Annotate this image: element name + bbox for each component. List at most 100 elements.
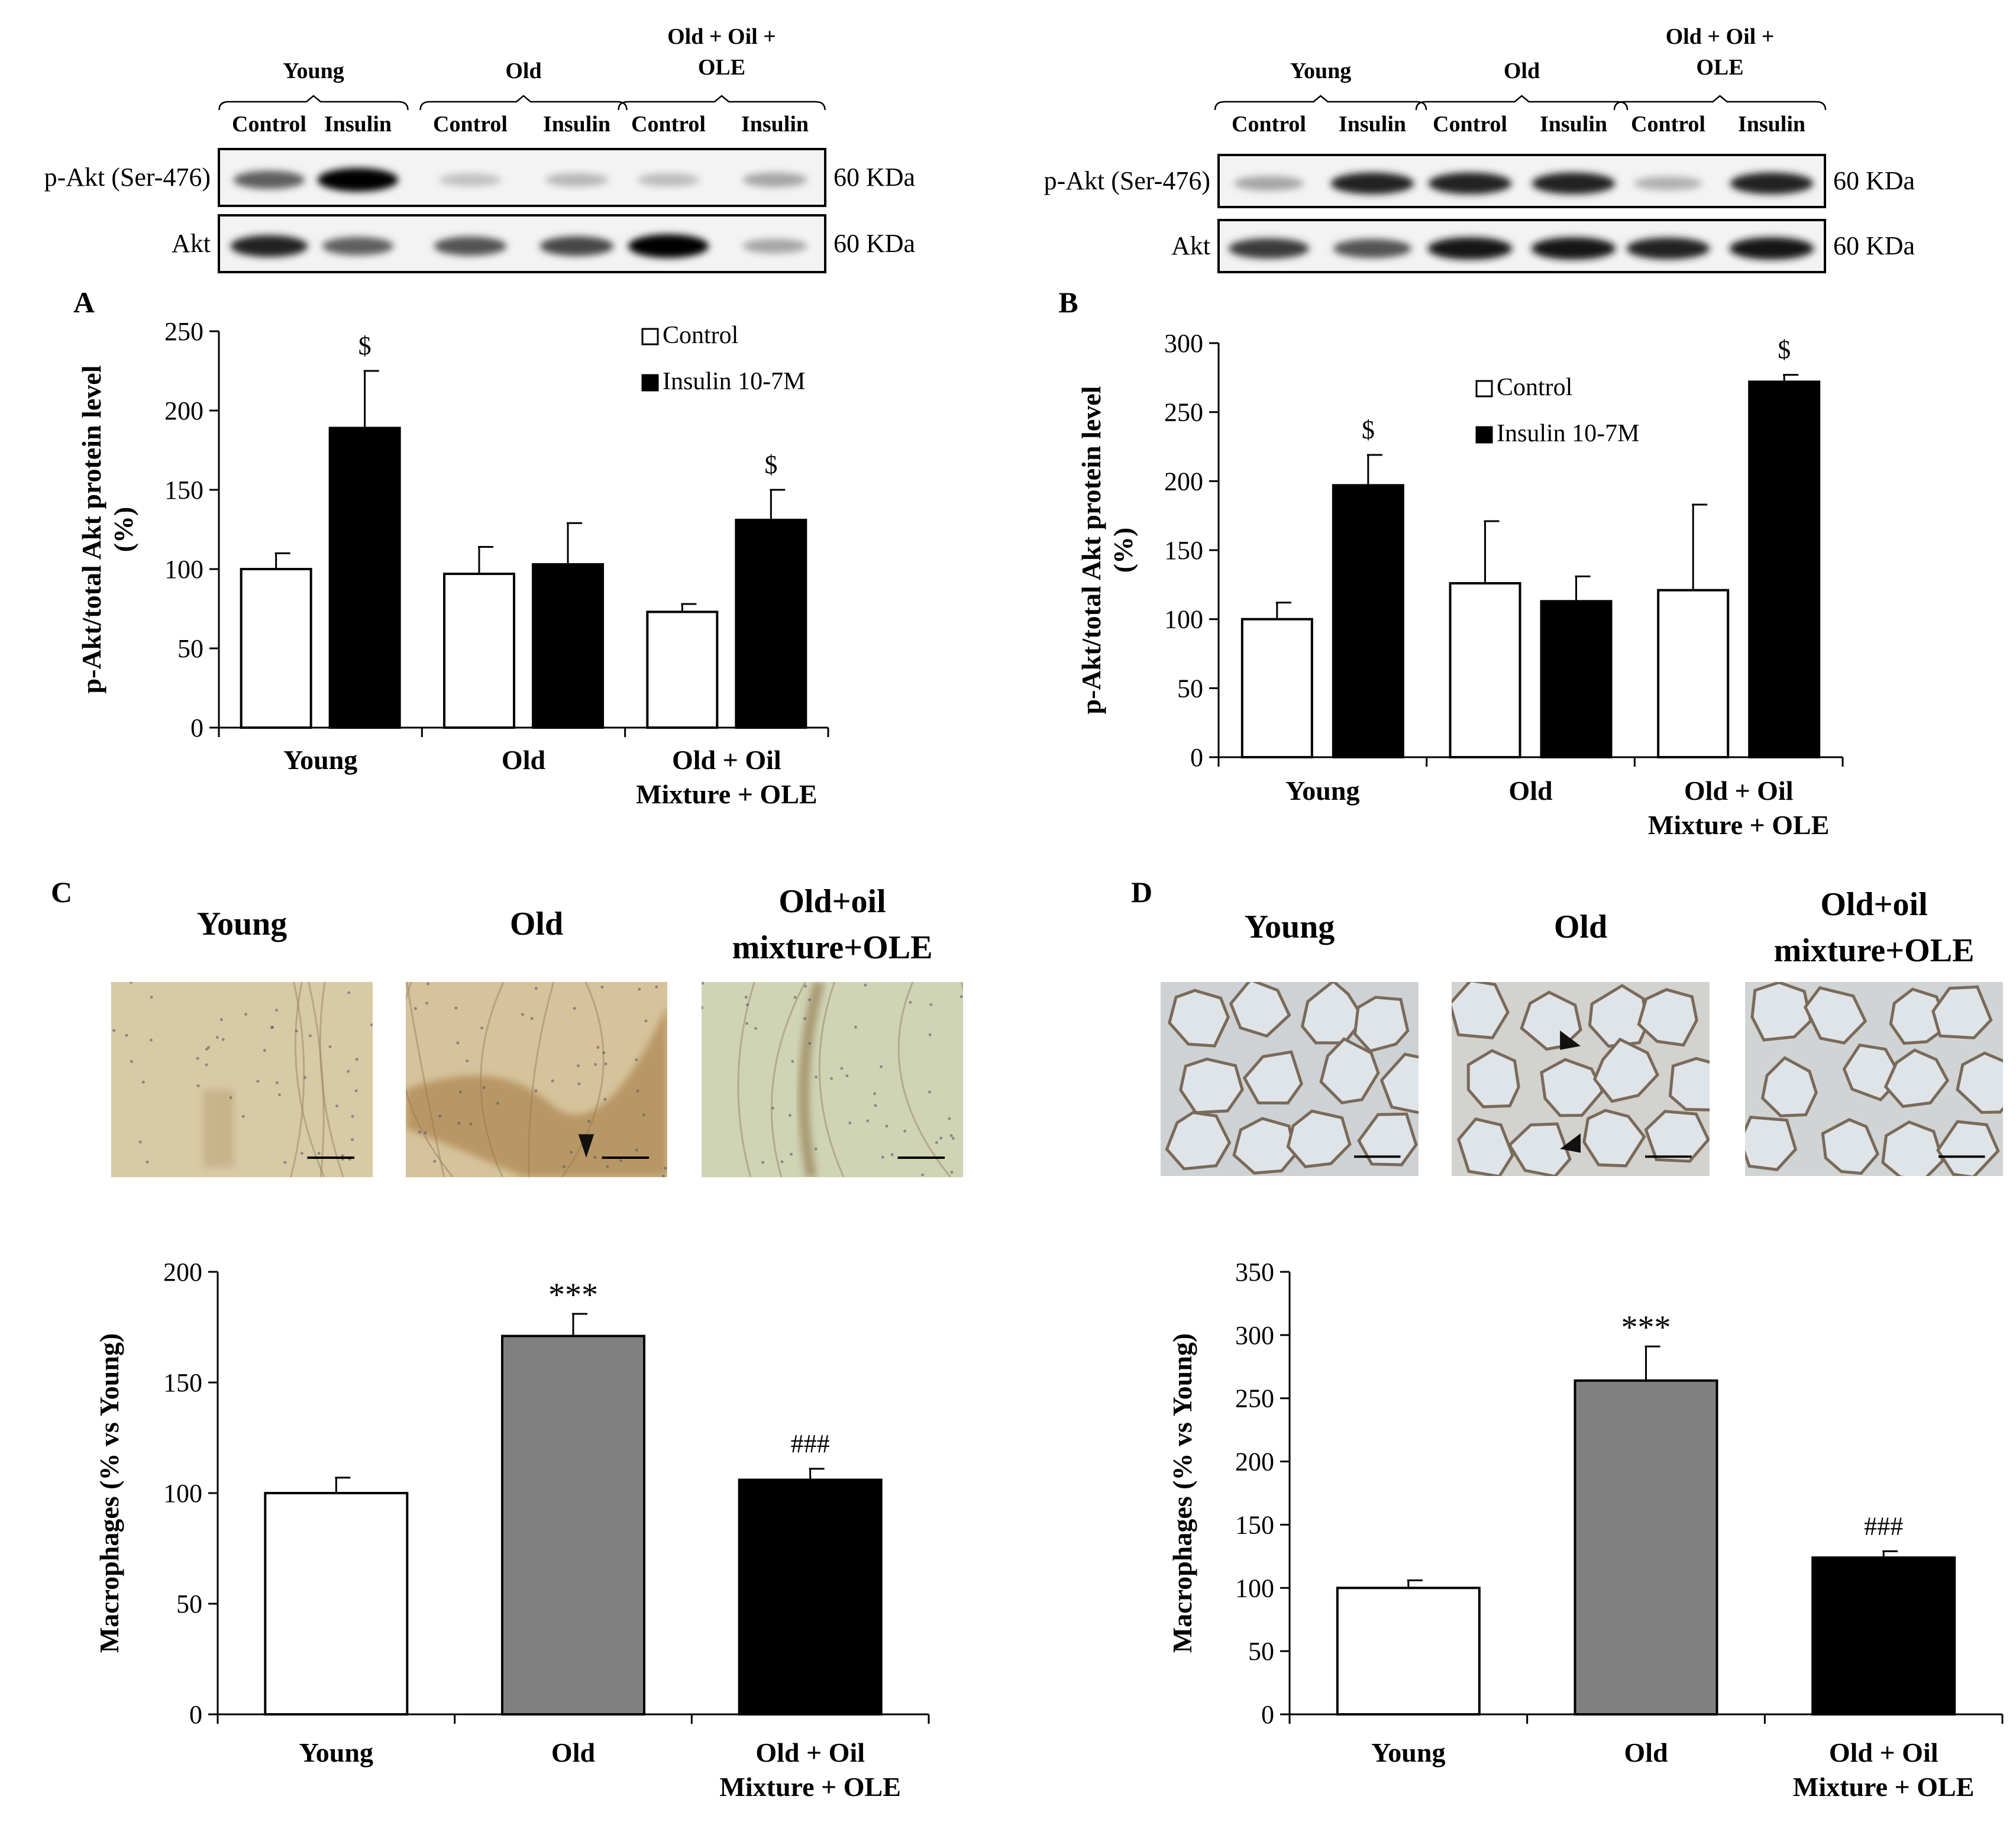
blot-band xyxy=(439,173,502,186)
micrograph-title: Old+oil mixture+OLE xyxy=(732,883,933,966)
blot-band xyxy=(742,172,807,188)
legend-swatch xyxy=(1475,426,1493,444)
panel-letter: A xyxy=(73,286,95,319)
blot-band xyxy=(1626,237,1710,260)
y-tick-label: 0 xyxy=(1261,1700,1274,1729)
significance-label: ### xyxy=(791,1429,830,1458)
blot-band xyxy=(1729,237,1814,260)
adipocyte-cell xyxy=(1582,1109,1646,1168)
y-tick-label: 50 xyxy=(177,634,203,663)
micrograph-title: Old xyxy=(1554,909,1607,945)
blot-band xyxy=(545,173,609,187)
micrograph-title: Old+oil mixture+OLE xyxy=(1774,886,1975,969)
adipocyte-cell xyxy=(1668,1057,1710,1112)
blot-group-label: Old xyxy=(505,59,541,83)
adipocyte-cell xyxy=(1745,1115,1798,1171)
stained-region xyxy=(202,1089,234,1168)
blot-group-brace xyxy=(1214,95,1427,111)
adipocyte-cell xyxy=(1750,982,1813,1042)
x-tick-label: Young xyxy=(1371,1737,1445,1768)
blot-kda-label: 60 KDa xyxy=(833,163,915,192)
y-tick-label: 350 xyxy=(1235,1258,1274,1287)
stained-region xyxy=(798,982,825,1177)
micrograph-title: Young xyxy=(1245,909,1335,945)
blot-group-brace xyxy=(1613,95,1827,111)
blot-panel-A: Young Control Insulin Old Control Insulin Old … xyxy=(44,24,915,273)
adipocyte-cell xyxy=(1466,1049,1520,1109)
blot-condition-label: Insulin xyxy=(741,112,809,137)
blot-group-brace xyxy=(618,95,826,111)
bar xyxy=(1332,484,1404,758)
blot-condition-label: Control xyxy=(1631,112,1705,137)
blot-row-label: p-Akt (Ser-476) xyxy=(1044,166,1210,195)
blot-band xyxy=(317,168,399,192)
blot-kda-label: 60 KDa xyxy=(1833,231,1915,260)
chart-B: 0 50 100 150 200 250 300 Young Old Old + Oil Mixtu… xyxy=(1076,329,1844,840)
x-tick-label: Old xyxy=(1508,776,1553,806)
micrograph-background xyxy=(111,982,373,1177)
y-tick-label: 0 xyxy=(190,713,203,742)
y-tick-label: 100 xyxy=(1164,605,1203,634)
blot-condition-label: Control xyxy=(1232,112,1306,137)
y-axis-label: Macrophages (% vs Young) xyxy=(94,1333,124,1653)
stained-region xyxy=(406,1005,667,1177)
adipocyte-cell xyxy=(1242,1050,1304,1105)
blot-band xyxy=(1234,176,1304,191)
bar xyxy=(1748,380,1821,758)
y-tick-label: 100 xyxy=(163,1479,202,1508)
blot-band xyxy=(1531,237,1616,260)
y-axis-label: p-Akt/total Akt protein level(%) xyxy=(76,366,138,694)
micrograph-title: Old xyxy=(510,906,563,942)
adipocyte-cell xyxy=(1760,1056,1818,1117)
adipocyte-cell xyxy=(1357,1112,1418,1167)
blot-condition-label: Control xyxy=(631,112,706,137)
chart-A: 0 50 100 150 200 250 Young Old Old + Oil Mixture … xyxy=(76,317,829,809)
adipocyte-cell xyxy=(1168,988,1230,1048)
blot-group-label: Young xyxy=(1290,59,1352,83)
blot-condition-label: Insulin xyxy=(543,112,610,137)
blot-band xyxy=(1228,238,1310,259)
bar xyxy=(532,563,604,729)
x-tick-label: Old + Oil Mixture + OLE xyxy=(1648,776,1829,840)
legend-swatch xyxy=(641,328,659,345)
blot-band xyxy=(1634,176,1702,190)
adipocyte-cell xyxy=(1588,984,1649,1048)
blot-band xyxy=(230,235,308,257)
y-tick-label: 50 xyxy=(1248,1637,1274,1666)
micrograph xyxy=(406,982,667,1177)
blot-group-brace xyxy=(218,95,409,111)
blot-band xyxy=(322,237,394,256)
adipocyte-cell xyxy=(1821,1117,1880,1175)
micrograph xyxy=(1452,982,1710,1176)
y-tick-label: 200 xyxy=(163,1258,202,1287)
y-tick-label: 200 xyxy=(1164,467,1203,496)
blot-condition-label: Control xyxy=(232,112,306,137)
blot-band xyxy=(1532,172,1616,195)
blot-group-label: Old xyxy=(1504,59,1540,83)
adipocyte-cell xyxy=(1889,987,1950,1045)
bar xyxy=(1540,600,1613,758)
adipocyte-cell xyxy=(1803,986,1868,1045)
y-tick-label: 200 xyxy=(164,396,203,425)
significance-label: *** xyxy=(548,1277,598,1313)
bar xyxy=(1449,582,1521,758)
blot-condition-label: Insulin xyxy=(324,112,392,137)
micrograph xyxy=(702,982,963,1177)
adipocyte-cell xyxy=(1883,1048,1950,1108)
bar xyxy=(738,1478,883,1716)
x-tick-label: Young xyxy=(283,745,357,775)
bar xyxy=(646,610,719,729)
blot-row-label: Akt xyxy=(172,229,211,258)
adipocyte-cell xyxy=(1319,1037,1380,1104)
blot-band xyxy=(1333,238,1412,259)
adipocyte-cell xyxy=(1452,982,1510,1039)
x-tick-label: Old xyxy=(502,745,546,775)
blot-condition-label: Control xyxy=(433,112,508,137)
y-tick-label: 250 xyxy=(164,317,203,346)
arrowhead-marker xyxy=(578,1134,595,1158)
y-tick-label: 300 xyxy=(1235,1321,1274,1350)
legend-label: Control xyxy=(1497,374,1572,401)
y-tick-label: 150 xyxy=(1235,1510,1274,1539)
blot-condition-label: Control xyxy=(1433,112,1507,137)
